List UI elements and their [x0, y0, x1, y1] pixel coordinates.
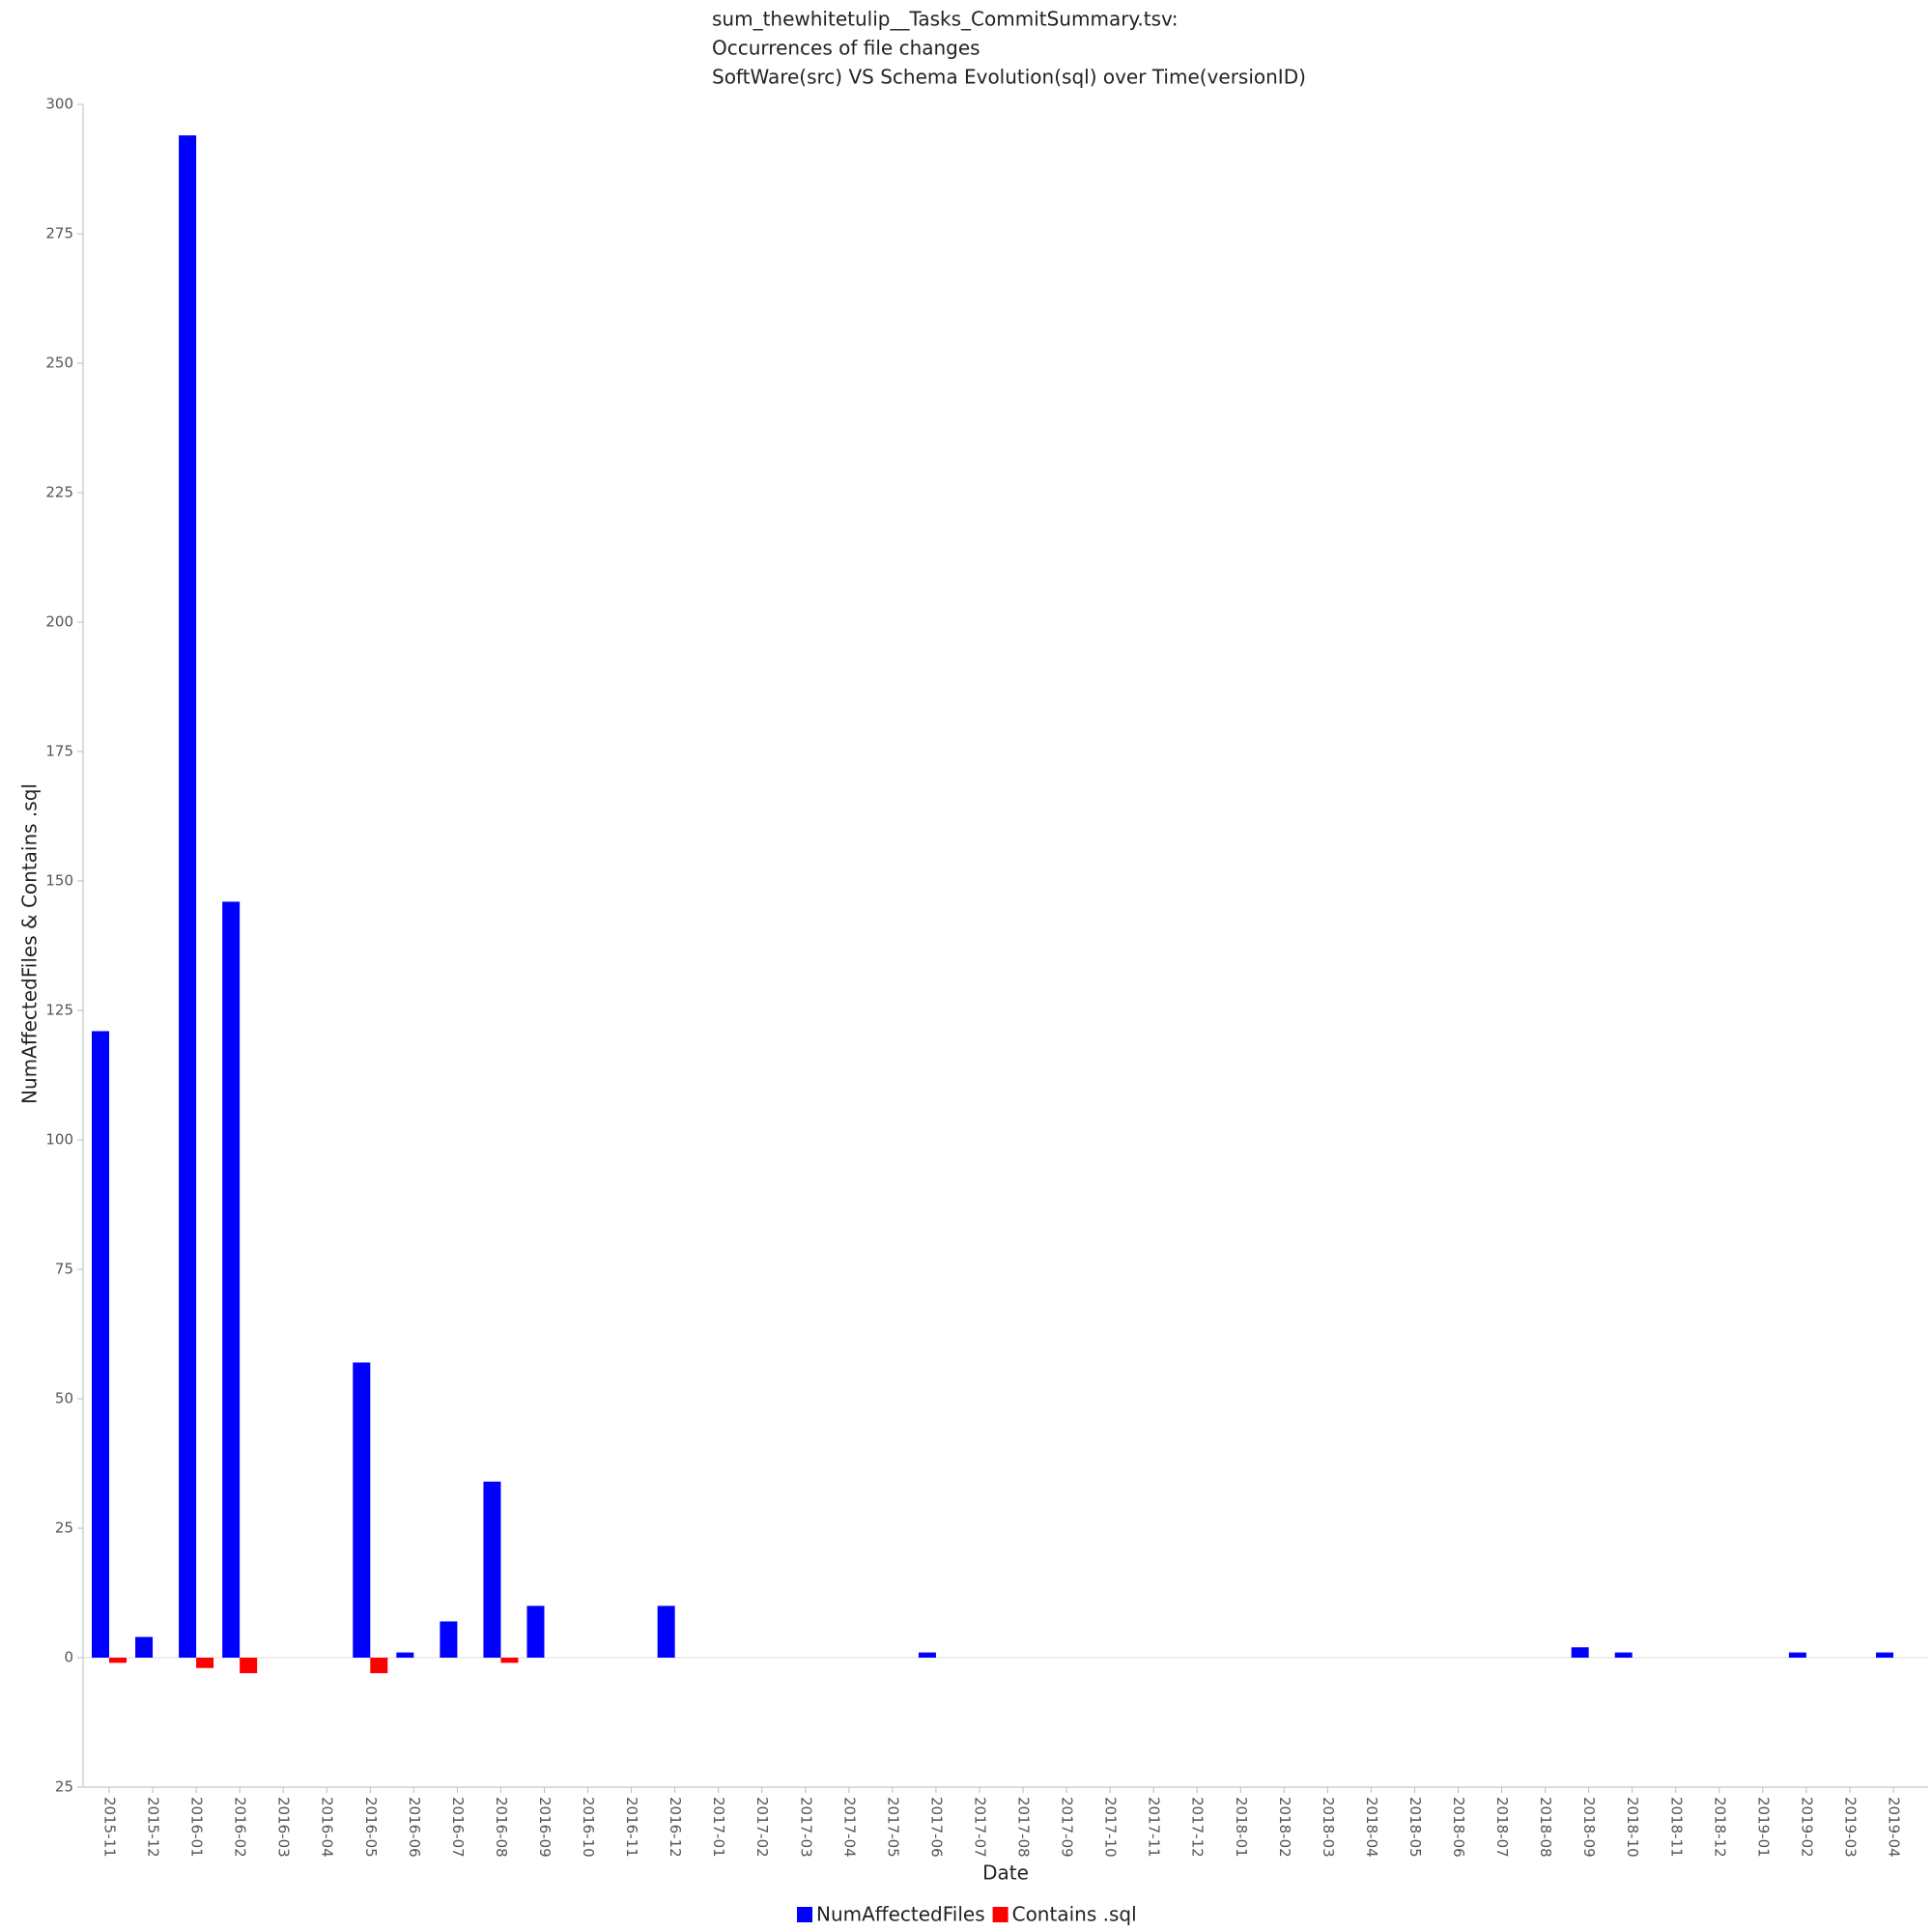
- x-tick-label: 2019-01: [1754, 1797, 1772, 1858]
- bar: [440, 1621, 458, 1658]
- chart-title: Occurrences of file changes: [712, 37, 980, 60]
- bar: [1788, 1652, 1806, 1658]
- bar: [500, 1658, 519, 1663]
- x-tick-label: 2016-03: [275, 1797, 293, 1858]
- x-tick-label: 2015-11: [101, 1797, 119, 1858]
- x-tick-label: 2017-02: [753, 1797, 771, 1858]
- bar: [483, 1481, 501, 1658]
- x-tick-label: 2018-07: [1493, 1797, 1511, 1858]
- bar: [1614, 1652, 1633, 1658]
- bar: [196, 1658, 214, 1668]
- bar: [1571, 1647, 1589, 1658]
- x-tick-label: 2016-06: [406, 1797, 423, 1858]
- y-tick-label: 25: [55, 1520, 73, 1537]
- x-tick-label: 2016-07: [449, 1797, 467, 1858]
- x-tick-label: 2019-02: [1798, 1797, 1815, 1858]
- x-tick-label: 2018-12: [1711, 1797, 1728, 1858]
- x-tick-label: 2018-08: [1537, 1797, 1554, 1858]
- legend-swatch: [797, 1907, 812, 1922]
- x-tick-label: 2018-05: [1406, 1797, 1424, 1858]
- y-tick-label: 225: [45, 484, 73, 501]
- x-tick-label: 2016-09: [536, 1797, 554, 1858]
- x-tick-label: 2016-11: [623, 1797, 640, 1858]
- x-tick-label: 2017-07: [971, 1797, 988, 1858]
- bar: [657, 1605, 675, 1658]
- x-tick-label: 2017-12: [1189, 1797, 1207, 1858]
- x-tick-label: 2017-04: [840, 1797, 858, 1858]
- y-tick-label: 275: [45, 225, 73, 242]
- y-tick-label: 25: [55, 1778, 73, 1796]
- legend-label: NumAffectedFiles: [816, 1903, 985, 1926]
- bar: [92, 1031, 109, 1658]
- x-tick-label: 2016-05: [362, 1797, 380, 1858]
- x-tick-label: 2016-04: [319, 1797, 336, 1858]
- x-tick-label: 2018-06: [1450, 1797, 1467, 1858]
- x-tick-label: 2017-05: [884, 1797, 901, 1858]
- y-tick-label: 125: [45, 1002, 73, 1019]
- x-tick-label: 2017-11: [1146, 1797, 1163, 1858]
- x-tick-label: 2017-06: [927, 1797, 945, 1858]
- bar: [240, 1658, 258, 1674]
- x-tick-label: 2018-10: [1624, 1797, 1641, 1858]
- x-axis-title: Date: [982, 1861, 1029, 1885]
- legend-swatch: [992, 1907, 1009, 1922]
- x-tick-label: 2017-09: [1059, 1797, 1076, 1858]
- x-tick-label: 2018-09: [1580, 1797, 1598, 1858]
- x-tick-label: 2017-03: [797, 1797, 814, 1858]
- x-tick-label: 2016-02: [232, 1797, 249, 1858]
- x-tick-label: 2018-03: [1320, 1797, 1337, 1858]
- y-tick-label: 175: [45, 743, 73, 760]
- y-tick-label: 0: [64, 1649, 73, 1666]
- x-tick-label: 2016-10: [580, 1797, 597, 1858]
- x-tick-label: 2018-04: [1363, 1797, 1380, 1858]
- x-tick-label: 2019-04: [1886, 1797, 1903, 1858]
- x-tick-label: 2016-01: [188, 1797, 206, 1858]
- bar: [918, 1652, 936, 1658]
- y-tick-label: 150: [45, 872, 73, 890]
- y-tick-label: 200: [45, 613, 73, 631]
- bar: [1876, 1652, 1893, 1658]
- y-tick-label: 100: [45, 1131, 73, 1149]
- bar: [396, 1652, 414, 1658]
- x-tick-label: 2019-03: [1841, 1797, 1859, 1858]
- x-tick-label: 2017-01: [710, 1797, 727, 1858]
- x-tick-label: 2018-01: [1233, 1797, 1250, 1858]
- bar: [353, 1362, 371, 1658]
- x-tick-label: 2015-12: [145, 1797, 162, 1858]
- chart-title: SoftWare(src) VS Schema Evolution(sql) o…: [712, 66, 1306, 89]
- bar: [135, 1636, 154, 1658]
- y-axis-title: NumAffectedFiles & Contains .sql: [18, 783, 42, 1104]
- x-tick-label: 2018-11: [1667, 1797, 1685, 1858]
- x-tick-label: 2016-08: [493, 1797, 510, 1858]
- x-tick-label: 2016-12: [667, 1797, 684, 1858]
- x-tick-label: 2017-10: [1102, 1797, 1120, 1858]
- x-tick-label: 2017-08: [1015, 1797, 1033, 1858]
- y-tick-label: 250: [45, 355, 73, 372]
- legend-label: Contains .sql: [1012, 1903, 1137, 1926]
- y-tick-label: 50: [55, 1390, 73, 1407]
- y-tick-label: 300: [45, 96, 73, 113]
- bar: [526, 1605, 545, 1658]
- y-tick-label: 75: [55, 1261, 73, 1278]
- chart-title: sum_thewhitetulip__Tasks_CommitSummary.t…: [712, 8, 1179, 31]
- bar: [222, 901, 241, 1658]
- bar: [109, 1658, 127, 1663]
- bar: [370, 1658, 388, 1674]
- bar: [179, 135, 197, 1658]
- x-tick-label: 2018-02: [1276, 1797, 1293, 1858]
